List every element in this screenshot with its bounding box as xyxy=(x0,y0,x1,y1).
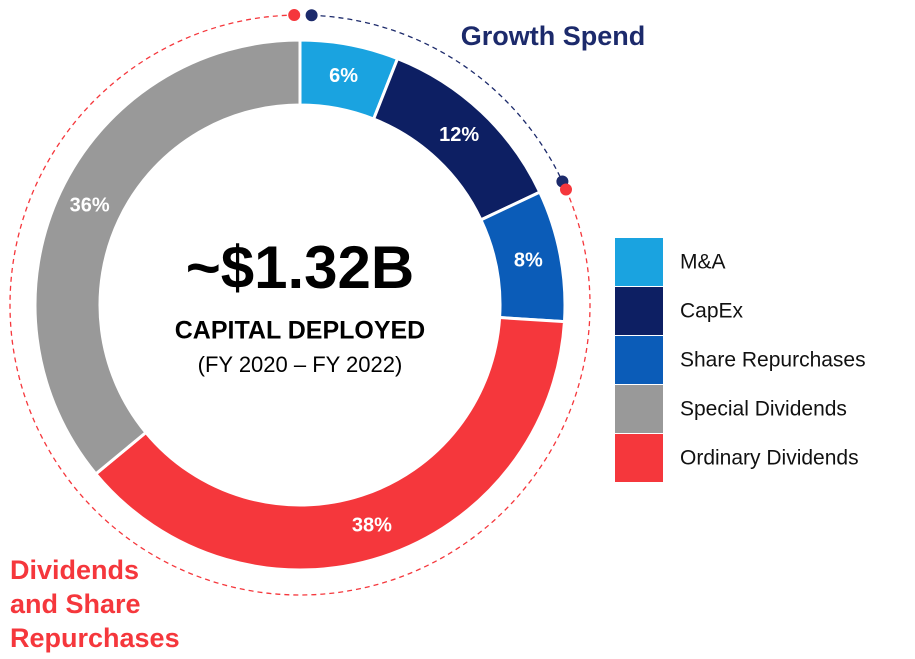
slice xyxy=(93,315,567,572)
legend-swatch xyxy=(615,238,663,286)
legend-swatch xyxy=(615,287,663,335)
annotation-text: Repurchases xyxy=(10,623,180,653)
legend-swatch xyxy=(615,385,663,433)
legend-label: M&A xyxy=(680,251,726,274)
legend-label: CapEx xyxy=(680,300,744,323)
slice-label: 8% xyxy=(514,250,543,272)
slice-label: 36% xyxy=(70,194,110,216)
center-title: ~$1.32B xyxy=(186,234,415,301)
center-subtitle: CAPITAL DEPLOYED xyxy=(175,317,426,345)
annotation-dot xyxy=(559,183,572,196)
legend-swatch xyxy=(615,434,663,482)
annotation-text: Dividends xyxy=(10,555,139,585)
slice-label: 6% xyxy=(329,65,358,87)
legend-label: Special Dividends xyxy=(680,398,847,421)
legend-label: Share Repurchases xyxy=(680,349,866,372)
slice-label: 38% xyxy=(352,514,392,536)
center-note: (FY 2020 – FY 2022) xyxy=(198,352,403,377)
annotation-arc xyxy=(311,14,563,182)
annotation-dot xyxy=(288,9,301,22)
legend-swatch xyxy=(615,336,663,384)
annotation-text: and Share xyxy=(10,589,141,619)
legend-label: Ordinary Dividends xyxy=(680,447,859,470)
slice-label: 12% xyxy=(439,124,479,146)
slice xyxy=(33,38,302,477)
annotation-text: Growth Spend xyxy=(461,21,646,51)
annotation-dot xyxy=(305,9,318,22)
annotation-arc xyxy=(9,14,591,596)
